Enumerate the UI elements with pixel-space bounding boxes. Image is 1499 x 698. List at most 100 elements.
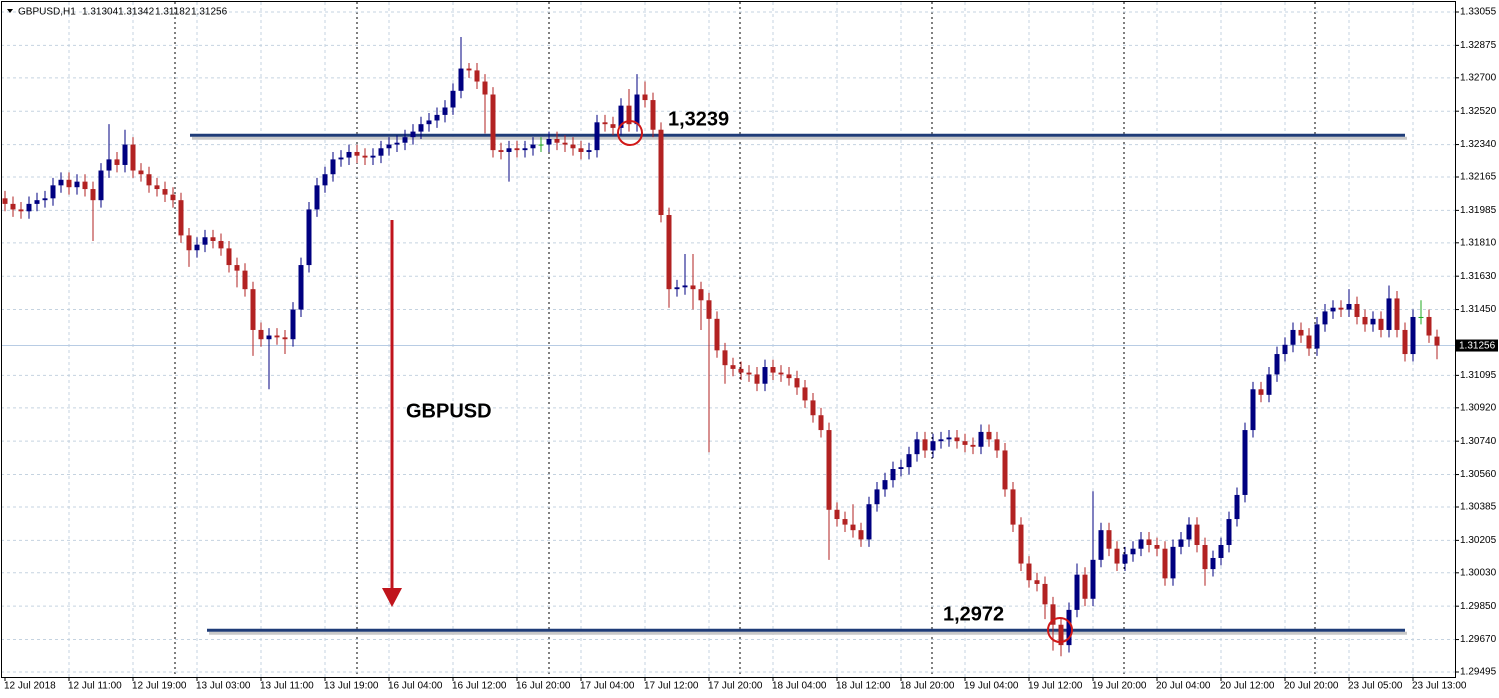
candle-body bbox=[130, 144, 136, 171]
candle-body bbox=[530, 144, 536, 149]
x-tick-label: 18 Jul 04:00 bbox=[772, 681, 827, 692]
candle-body bbox=[362, 155, 368, 158]
candle-body bbox=[954, 437, 960, 442]
candle-body bbox=[514, 148, 520, 151]
candle-body bbox=[42, 198, 48, 201]
candle-body bbox=[818, 415, 824, 431]
header-icon bbox=[7, 9, 13, 13]
candle-body bbox=[418, 124, 424, 132]
candle-body bbox=[162, 189, 168, 195]
candle-body bbox=[1434, 336, 1440, 346]
candle-body bbox=[922, 439, 928, 451]
candle-body bbox=[586, 150, 592, 152]
current-price-label: 1.31256 bbox=[1459, 341, 1496, 352]
candle-body bbox=[186, 235, 192, 251]
arrow-head bbox=[382, 588, 402, 607]
candle-body bbox=[1106, 530, 1112, 549]
current-price-box bbox=[1456, 339, 1498, 352]
candle-body bbox=[1266, 374, 1272, 395]
x-tick-label: 18 Jul 12:00 bbox=[836, 681, 891, 692]
header-low: 1.31182 bbox=[155, 7, 191, 18]
candle-body bbox=[594, 122, 600, 151]
candle-body bbox=[1010, 489, 1016, 525]
y-tick-label: 1.31810 bbox=[1460, 237, 1497, 248]
candle-body bbox=[1122, 554, 1128, 564]
candle-body bbox=[1346, 303, 1352, 310]
x-tick-label: 17 Jul 04:00 bbox=[580, 681, 635, 692]
candle-body bbox=[554, 139, 560, 143]
candle-body bbox=[154, 185, 160, 190]
candle-body bbox=[1282, 344, 1288, 355]
x-tick-label: 19 Jul 12:00 bbox=[1028, 681, 1083, 692]
candle-body bbox=[1146, 539, 1152, 546]
x-tick-label: 20 Jul 20:00 bbox=[1284, 681, 1339, 692]
candle-body bbox=[722, 350, 728, 366]
candle-body bbox=[338, 157, 344, 160]
arrow bbox=[382, 220, 402, 607]
candle-body bbox=[34, 200, 40, 204]
candle-body bbox=[498, 150, 504, 152]
candle-body bbox=[258, 329, 264, 340]
candle-body bbox=[1386, 298, 1392, 330]
candle-body bbox=[506, 148, 512, 152]
candle-body bbox=[1242, 430, 1248, 495]
candle-body bbox=[666, 215, 672, 290]
x-tick-label: 13 Jul 19:00 bbox=[324, 681, 379, 692]
y-tick-label: 1.30385 bbox=[1460, 502, 1497, 513]
candle-body bbox=[306, 209, 312, 266]
candle-body bbox=[938, 439, 944, 442]
chart-title: GBPUSD,H1 bbox=[18, 7, 76, 18]
candle-body bbox=[778, 372, 784, 375]
candle-body bbox=[298, 265, 304, 310]
candle-body bbox=[322, 174, 328, 186]
candle-body bbox=[242, 270, 248, 290]
candle-body bbox=[890, 468, 896, 481]
candle-body bbox=[786, 374, 792, 379]
candle-body bbox=[202, 237, 208, 245]
y-tick-label: 1.31985 bbox=[1460, 205, 1497, 216]
candle-body bbox=[850, 524, 856, 531]
candle-body bbox=[74, 181, 80, 188]
x-tick-label: 20 Jul 12:00 bbox=[1220, 681, 1275, 692]
candle-body bbox=[962, 441, 968, 445]
candle-body bbox=[634, 94, 640, 125]
candle-body bbox=[1234, 494, 1240, 520]
plot-border bbox=[1, 1, 1456, 678]
candle-body bbox=[1178, 539, 1184, 547]
candle-body bbox=[210, 237, 216, 241]
candle-body bbox=[714, 318, 720, 351]
candle-body bbox=[1050, 604, 1056, 625]
candle-body bbox=[1042, 583, 1048, 605]
candle-body bbox=[346, 151, 352, 158]
candle-body bbox=[762, 367, 768, 384]
candle-body bbox=[466, 68, 472, 71]
candle-body bbox=[410, 131, 416, 138]
candle-body bbox=[794, 378, 800, 388]
annotation: GBPUSD bbox=[406, 400, 492, 422]
candle-body bbox=[650, 100, 656, 130]
x-tick-label: 19 Jul 04:00 bbox=[964, 681, 1019, 692]
level-label: 1,2972 bbox=[943, 604, 1004, 626]
x-tick-label: 23 Jul 05:00 bbox=[1348, 681, 1403, 692]
y-tick-label: 1.32520 bbox=[1460, 106, 1497, 117]
candle-body bbox=[1370, 318, 1376, 325]
y-tick-label: 1.31450 bbox=[1460, 304, 1497, 315]
x-tick-label: 19 Jul 20:00 bbox=[1092, 681, 1147, 692]
candle-body bbox=[122, 144, 128, 165]
candle-body bbox=[618, 105, 624, 128]
candle-body bbox=[18, 209, 24, 212]
x-tick-label: 12 Jul 2018 bbox=[4, 681, 56, 692]
grid bbox=[1, 2, 1455, 677]
x-tick-label: 20 Jul 04:00 bbox=[1156, 681, 1211, 692]
candle-body bbox=[1330, 307, 1336, 312]
candle-body bbox=[1250, 389, 1256, 431]
candle-body bbox=[218, 240, 224, 249]
candle-body bbox=[866, 504, 872, 540]
y-tick-label: 1.32875 bbox=[1460, 40, 1497, 51]
candle-body bbox=[546, 139, 552, 145]
candle-body bbox=[250, 289, 256, 330]
candle-body bbox=[1026, 563, 1032, 581]
candle-body bbox=[178, 200, 184, 236]
candle-body bbox=[330, 159, 336, 175]
